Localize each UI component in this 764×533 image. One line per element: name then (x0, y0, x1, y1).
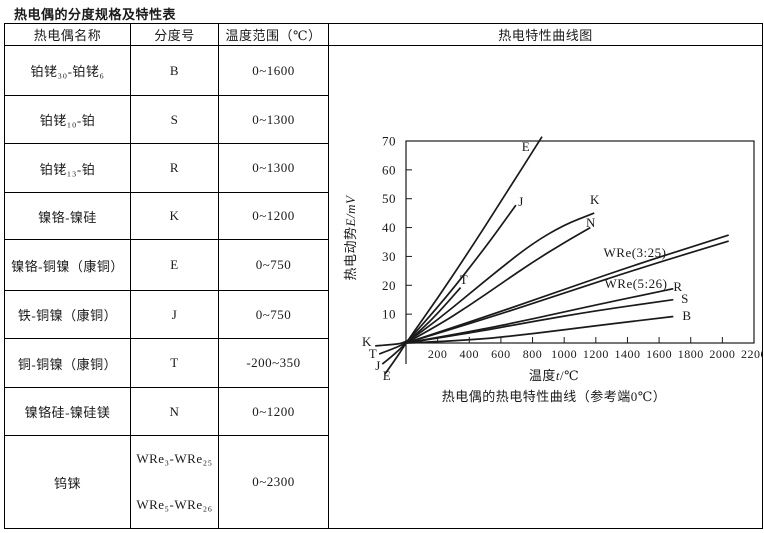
curve-label-N: N (586, 215, 596, 230)
col-header-name: 热电偶名称 (4, 23, 131, 46)
curve-tail-label-T: T (369, 346, 377, 361)
y-tick-label: 60 (382, 162, 396, 177)
code-lines: WRe₃-WRe₂₅ WRe₅-WRe₂₆ (131, 436, 218, 528)
col-header-range: 温度范围（℃） (218, 23, 329, 46)
cell-code: B (130, 45, 219, 96)
curve-label-WRe325: WRe(3:25) (604, 245, 667, 260)
curve-J (381, 204, 517, 365)
cell-code: K (130, 192, 219, 240)
code-line-2: WRe₅-WRe₂₆ (136, 497, 213, 512)
cell-name: 镍铬硅-镍硅镁 (4, 387, 131, 436)
curve-S (405, 298, 674, 344)
thermocouple-table: 热电偶名称 分度号 温度范围（℃） 热电特性曲线图 铂铑₃₀-铂铑₆ B 0~1… (4, 23, 763, 529)
cell-name: 铂铑₁₀-铂 (4, 95, 131, 144)
y-axis-label: 热电动势E/mV (343, 194, 358, 280)
curve-label-WRe526: WRe(5:26) (605, 276, 668, 291)
x-tick-label: 1400 (614, 347, 640, 361)
curve-T (378, 287, 462, 355)
curve-label-E: E (522, 139, 530, 154)
x-tick-label: 2000 (709, 347, 735, 361)
curve-label-S: S (681, 291, 689, 306)
cell-name: 铂铑₃₀-铂铑₆ (4, 45, 131, 96)
x-tick-label: 1800 (678, 347, 704, 361)
x-tick-label: 200 (428, 347, 448, 361)
cell-code: N (130, 387, 219, 436)
chart-svg: 10 20 30 40 50 60 70 200 400 600 800 1000 1200 1400 16… (343, 134, 763, 405)
curve-E (384, 136, 543, 375)
table-row: 铂铑₁₀-铂 S 0~1300 (4, 95, 763, 144)
cell-range: 0~1300 (218, 95, 329, 144)
curve-label-K: K (590, 192, 600, 207)
curve-WRe526 (405, 240, 729, 344)
table-header-row: 热电偶名称 分度号 温度范围（℃） 热电特性曲线图 (4, 23, 763, 46)
curve-tail-label-J: J (375, 358, 381, 373)
curve-label-B: B (682, 308, 691, 323)
table-row: 铁-铜镍（康铜） J 0~750 (4, 290, 763, 339)
curve-label-J: J (518, 194, 524, 209)
table-row: 铂铑₁₃-铂 R 0~1300 (4, 143, 763, 193)
cell-code: T (130, 338, 219, 388)
x-tick-label: 1200 (583, 347, 609, 361)
x-tick-label: 1600 (646, 347, 672, 361)
cell-name: 铜-铜镍（康铜） (4, 338, 131, 388)
cell-name: 镍铬-镍硅 (4, 192, 131, 240)
cell-name: 镍铬-铜镍（康铜） (4, 239, 131, 291)
x-tick-label: 400 (460, 347, 480, 361)
cell-range: 0~1200 (218, 387, 329, 436)
x-tick-label: 2200 (741, 347, 763, 361)
cell-range: 0~1600 (218, 45, 329, 96)
chart-caption: 热电偶的热电特性曲线（参考端0℃） (442, 389, 667, 404)
curve-label-T: T (460, 272, 468, 287)
cell-name: 铁-铜镍（康铜） (4, 290, 131, 339)
curve-N (405, 226, 591, 344)
cell-range: 0~2300 (218, 435, 329, 529)
x-tick-label: 600 (491, 347, 511, 361)
cell-range: 0~1200 (218, 192, 329, 240)
cell-range: 0~750 (218, 239, 329, 291)
y-tick-label: 70 (382, 134, 396, 149)
cell-code: E (130, 239, 219, 291)
curve-K (375, 212, 595, 347)
table-row: 钨铼 WRe₃-WRe₂₅ WRe₅-WRe₂₆ 0~2300 (4, 435, 763, 529)
cell-code: R (130, 143, 219, 193)
chart-cell: 10 20 30 40 50 60 70 200 400 600 800 1000 1200 1400 16… (328, 45, 763, 529)
plot-frame (405, 140, 755, 344)
x-tick-label: 1000 (551, 347, 577, 361)
curve-WRe325 (405, 234, 729, 344)
cell-code: J (130, 290, 219, 339)
cell-code: WRe₃-WRe₂₅ WRe₅-WRe₂₆ (130, 435, 219, 529)
table-row: 镍铬-铜镍（康铜） E 0~750 (4, 239, 763, 291)
cell-range: 0~1300 (218, 143, 329, 193)
curve-label-R: R (673, 279, 682, 294)
curve-B (405, 315, 674, 344)
cell-code: S (130, 95, 219, 144)
cell-name: 钨铼 (4, 435, 131, 529)
curve-tail-label-E: E (383, 368, 391, 383)
col-header-chart: 热电特性曲线图 (328, 23, 763, 46)
y-tick-label: 40 (382, 220, 396, 235)
col-header-code: 分度号 (130, 23, 219, 46)
x-tick-label: 800 (523, 347, 543, 361)
cell-name: 铂铑₁₃-铂 (4, 143, 131, 193)
y-tick-label: 50 (382, 191, 396, 206)
table-row: 铂铑₃₀-铂铑₆ B 0~1600 10 20 30 40 50 60 70 200 400 60… (4, 45, 763, 529)
y-tick-label: 20 (382, 278, 396, 293)
page-title: 热电偶的分度规格及特性表 (14, 7, 177, 22)
y-tick-label: 30 (382, 249, 396, 264)
x-axis-label: 温度t/℃ (529, 368, 579, 383)
curve-tail-label-K: K (362, 334, 372, 349)
cell-range: 0~750 (218, 290, 329, 339)
code-line-1: WRe₃-WRe₂₅ (136, 451, 213, 466)
table-row: 镍铬-镍硅 K 0~1200 (4, 192, 763, 240)
cell-range: -200~350 (218, 338, 329, 388)
table-row: 镍铬硅-镍硅镁 N 0~1200 (4, 387, 763, 436)
curve-R (405, 287, 674, 344)
y-tick-label: 10 (382, 307, 396, 322)
